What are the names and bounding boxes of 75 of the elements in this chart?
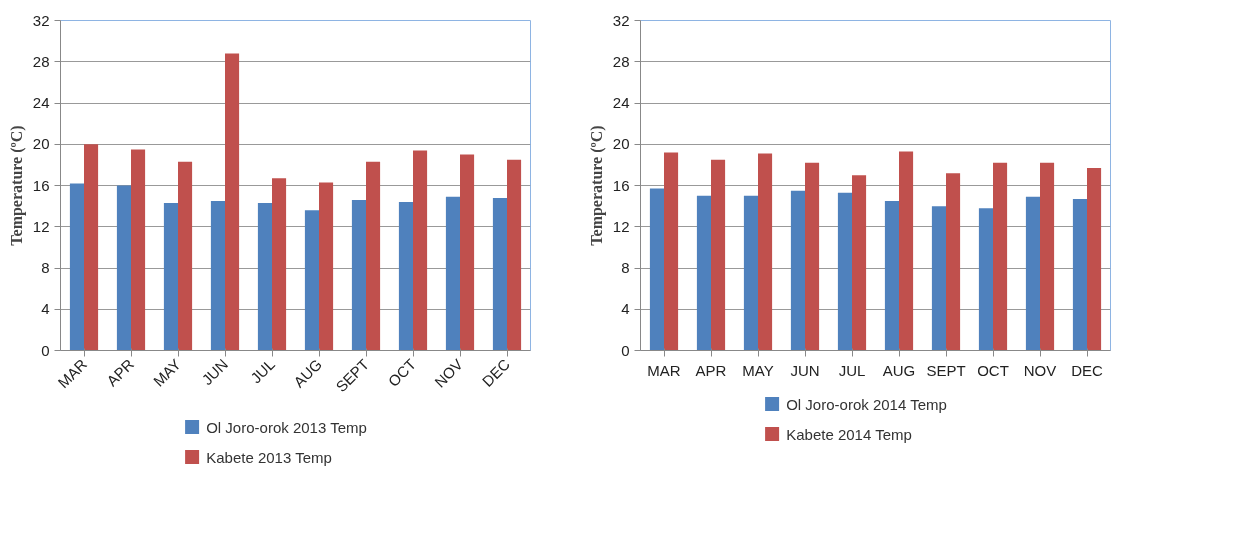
y-tick-label: 20: [32, 135, 50, 153]
bar: [1040, 162, 1055, 351]
y-tick-label: 24: [612, 94, 630, 111]
bar: [492, 197, 507, 351]
bar: [852, 175, 867, 351]
bar: [319, 182, 334, 351]
bar: [304, 210, 319, 351]
bar: [351, 199, 366, 351]
y-tick-label: 4: [41, 300, 50, 318]
bar: [649, 188, 664, 351]
x-tick-label: JUN: [790, 361, 820, 379]
x-tick-label: DEC: [1071, 361, 1103, 379]
bar: [178, 161, 193, 351]
y-tick-label: 8: [621, 259, 630, 276]
x-tick-label: MAR: [647, 361, 681, 379]
bar: [131, 149, 146, 351]
bar: [1025, 196, 1040, 351]
bar: [116, 185, 131, 351]
legend-label: Ol Joro-orok 2014 Temp: [786, 395, 947, 413]
x-tick-label: APR: [695, 361, 727, 379]
x-tick-label: SEPT: [926, 361, 966, 379]
y-tick-label: 8: [41, 259, 50, 276]
bar: [257, 203, 272, 351]
bar: [696, 195, 711, 351]
bar: [84, 144, 99, 351]
bar: [69, 183, 84, 351]
y-axis-title: Temperature (ºC): [587, 125, 606, 246]
bar: [978, 208, 993, 351]
bar: [899, 151, 914, 351]
bar: [1087, 167, 1102, 351]
bar: [163, 203, 178, 351]
bar: [664, 152, 679, 351]
x-tick-label: OCT: [977, 361, 1009, 379]
bar: [398, 202, 413, 351]
y-tick-label: 12: [612, 217, 630, 235]
bar: [946, 173, 961, 351]
bar: [805, 162, 820, 351]
y-tick-label: 28: [612, 52, 630, 70]
bar: [272, 178, 287, 351]
x-tick-label: JUL: [838, 361, 866, 379]
x-tick-label: AUG: [882, 361, 916, 379]
bar: [884, 200, 899, 351]
y-tick-label: 28: [32, 52, 50, 70]
y-axis-title: Temperature (ºC): [7, 125, 26, 246]
bar: [460, 154, 475, 351]
y-tick-label: 16: [32, 176, 50, 194]
bar: [507, 159, 522, 351]
y-tick-label: 0: [41, 341, 50, 359]
y-tick-label: 0: [621, 341, 630, 359]
x-tick-label: JUL: [247, 355, 279, 387]
x-tick-label: NOV: [1023, 361, 1057, 379]
y-tick-label: 32: [612, 11, 630, 29]
bar: [445, 196, 460, 351]
bar: [837, 192, 852, 351]
y-tick-label: 24: [32, 94, 50, 111]
bar: [711, 159, 726, 351]
y-tick-label: 4: [621, 300, 630, 318]
legend-label: Ol Joro-orok 2013 Temp: [206, 418, 367, 436]
y-tick-label: 16: [612, 176, 630, 194]
bar: [225, 53, 240, 351]
x-tick-label: MAY: [742, 361, 774, 379]
y-tick-label: 32: [32, 11, 50, 29]
legend-label: Kabete 2013 Temp: [206, 448, 332, 466]
bar: [931, 206, 946, 351]
bar: [366, 161, 381, 351]
bar: [790, 190, 805, 351]
bar: [758, 153, 773, 351]
y-tick-label: 12: [32, 217, 50, 235]
y-tick-label: 20: [612, 135, 630, 153]
legend-label: Kabete 2014 Temp: [786, 425, 912, 443]
bar: [993, 162, 1008, 351]
bar: [210, 200, 225, 351]
bar: [743, 195, 758, 351]
bar: [413, 150, 428, 351]
bar: [1072, 198, 1087, 351]
